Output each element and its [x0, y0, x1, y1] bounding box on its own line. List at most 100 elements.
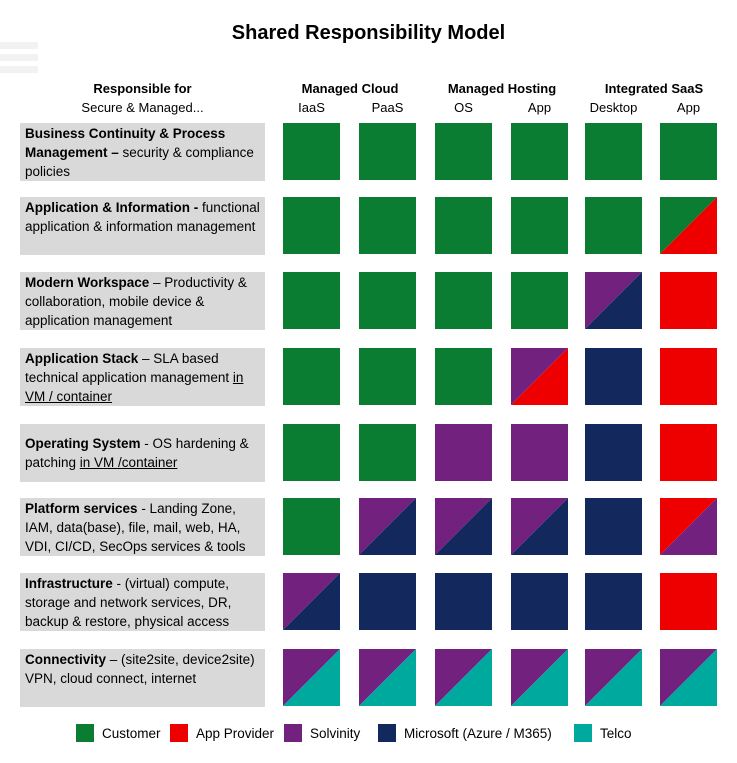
- matrix-cell: [435, 573, 492, 630]
- matrix-cell: [585, 424, 642, 481]
- matrix-cell: [435, 272, 492, 329]
- matrix-cell: [283, 573, 340, 630]
- matrix-cell: [511, 498, 568, 555]
- matrix-cell: [660, 498, 717, 555]
- legend-item-microsoft: Microsoft (Azure / M365): [378, 724, 552, 742]
- column-header-os: OS: [454, 100, 473, 115]
- legend-label: Microsoft (Azure / M365): [404, 725, 552, 741]
- matrix-cell: [660, 272, 717, 329]
- matrix-cell: [435, 424, 492, 481]
- matrix-cell: [435, 197, 492, 254]
- legend-swatch: [170, 724, 188, 742]
- matrix-cell: [511, 424, 568, 481]
- matrix-cell: [511, 272, 568, 329]
- row-label-text: security & compliance policies: [25, 145, 254, 179]
- legend-swatch: [284, 724, 302, 742]
- row-label-bold: Platform services: [25, 501, 138, 516]
- matrix-cell: [660, 573, 717, 630]
- row-label-text: – SLA based technical application manage…: [25, 351, 233, 385]
- matrix-cell: [511, 197, 568, 254]
- decorative-bar: [0, 66, 38, 73]
- row-label-application-stack: Application Stack – SLA based technical …: [20, 348, 265, 406]
- legend-swatch: [378, 724, 396, 742]
- legend-item-telco: Telco: [574, 724, 632, 742]
- matrix-cell: [660, 197, 717, 254]
- row-label-platform-services: Platform services - Landing Zone, IAM, d…: [20, 498, 265, 556]
- matrix-cell: [359, 424, 416, 481]
- matrix-cell: [283, 197, 340, 254]
- legend-item-solvinity: Solvinity: [284, 724, 360, 742]
- matrix-cell: [283, 272, 340, 329]
- group-managed-hosting: Managed Hosting: [447, 81, 557, 96]
- matrix-cell: [283, 348, 340, 405]
- decorative-bar: [0, 42, 38, 49]
- matrix-cell: [660, 649, 717, 706]
- row-label-modern-workspace: Modern Workspace – Productivity & collab…: [20, 272, 265, 330]
- row-label-business-continuity: Business Continuity & Process Management…: [20, 123, 265, 181]
- row-label-infrastructure: Infrastructure - (virtual) compute, stor…: [20, 573, 265, 631]
- matrix-cell: [511, 573, 568, 630]
- matrix-cell: [435, 498, 492, 555]
- legend-item-customer: Customer: [76, 724, 161, 742]
- matrix-cell: [585, 573, 642, 630]
- matrix-cell: [435, 348, 492, 405]
- row-label-underline: in VM /container: [79, 455, 178, 470]
- legend-item-app-provider: App Provider: [170, 724, 274, 742]
- matrix-cell: [359, 649, 416, 706]
- matrix-cell: [359, 348, 416, 405]
- matrix-cell: [435, 123, 492, 180]
- row-label-bold: Application & Information -: [25, 200, 199, 215]
- diagram-title: Shared Responsibility Model: [231, 22, 506, 44]
- legend-swatch: [76, 724, 94, 742]
- group-managed-cloud: Managed Cloud: [301, 81, 399, 96]
- row-label-bold: Infrastructure: [25, 576, 113, 591]
- matrix-cell: [359, 272, 416, 329]
- row-label-bold: Modern Workspace: [25, 275, 150, 290]
- matrix-cell: [359, 197, 416, 254]
- row-label-text: – Productivity & collaboration, mobile d…: [25, 275, 247, 328]
- matrix-cell: [359, 123, 416, 180]
- legend-label: Telco: [600, 725, 632, 741]
- matrix-cell: [660, 123, 717, 180]
- column-header-iaas: IaaS: [298, 100, 325, 115]
- matrix-cell: [585, 272, 642, 329]
- matrix-cell: [585, 649, 642, 706]
- group-integrated-saas: Integrated SaaS: [604, 81, 704, 96]
- matrix-cell: [359, 573, 416, 630]
- legend: Customer App Provider Solvinity Microsof…: [0, 724, 737, 746]
- responsible-subtitle: Secure & Managed...: [81, 100, 204, 115]
- row-label-underline: in VM / container: [25, 370, 244, 404]
- column-header-desktop: Desktop: [589, 100, 638, 115]
- column-header-hosting-app: App: [527, 100, 552, 115]
- matrix-cell: [660, 348, 717, 405]
- matrix-cell: [283, 123, 340, 180]
- matrix-cell: [283, 424, 340, 481]
- row-label-bold: Business Continuity & Process Management…: [25, 126, 226, 160]
- row-label-connectivity: Connectivity – (site2site, device2site) …: [20, 649, 265, 707]
- matrix-cell: [660, 424, 717, 481]
- legend-swatch: [574, 724, 592, 742]
- column-header-saas-app: App: [676, 100, 701, 115]
- row-label-bold: Connectivity: [25, 652, 107, 667]
- row-label-bold: Application Stack: [25, 351, 139, 366]
- matrix-cell: [511, 123, 568, 180]
- row-label-application-information: Application & Information - functional a…: [20, 197, 265, 255]
- matrix-cell: [585, 197, 642, 254]
- row-label-text: - OS hardening & patching: [25, 436, 249, 470]
- matrix-cell: [435, 649, 492, 706]
- matrix-cell: [511, 649, 568, 706]
- column-header-paas: PaaS: [371, 100, 404, 115]
- row-label-text: functional application & information man…: [25, 200, 260, 234]
- row-label-text: – (site2site, device2site) VPN, cloud co…: [25, 652, 255, 686]
- legend-label: App Provider: [196, 725, 275, 741]
- legend-label: Solvinity: [310, 725, 361, 741]
- matrix-cell: [283, 649, 340, 706]
- matrix-cell: [585, 348, 642, 405]
- responsible-title: Responsible for: [93, 81, 192, 96]
- row-label-text: - (virtual) compute, storage and network…: [25, 576, 232, 629]
- matrix-cell: [585, 498, 642, 555]
- matrix-cell: [359, 498, 416, 555]
- row-label-text: - Landing Zone, IAM, data(base), file, m…: [25, 501, 246, 554]
- matrix-cell: [585, 123, 642, 180]
- legend-label: Customer: [102, 725, 161, 741]
